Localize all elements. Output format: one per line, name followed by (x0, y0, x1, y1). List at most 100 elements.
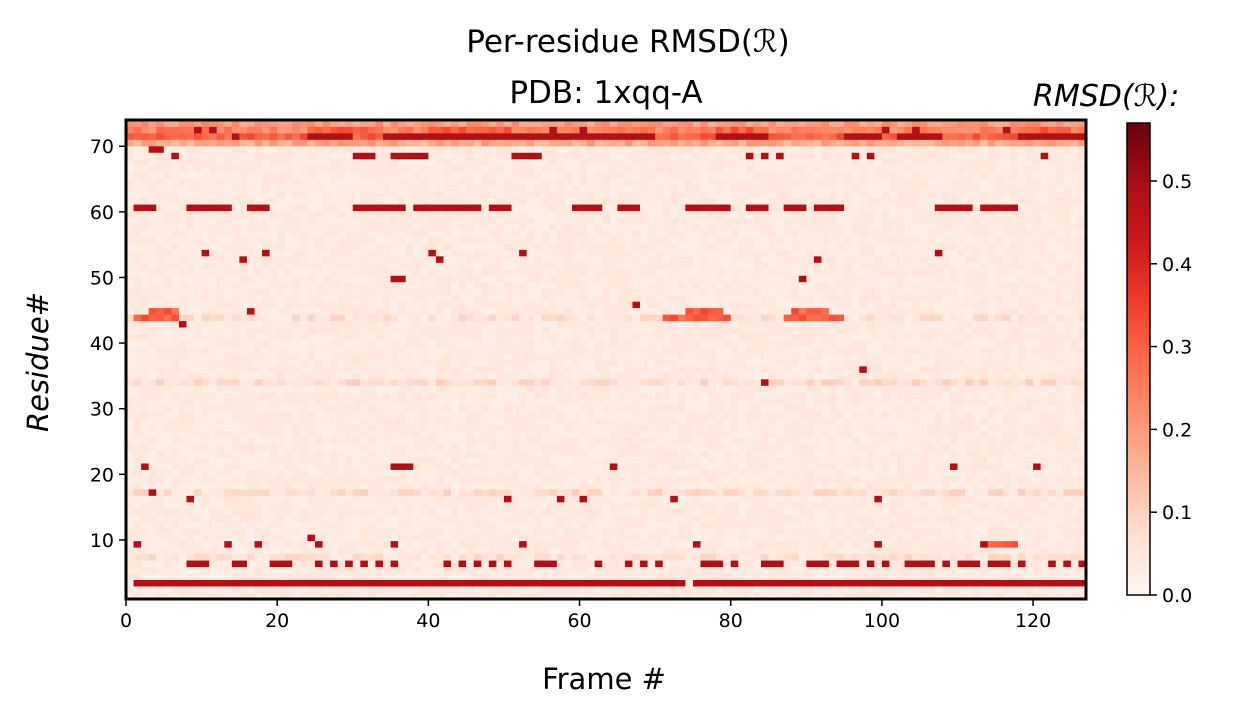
heatmap-cell (481, 521, 490, 529)
heatmap-cell (284, 527, 293, 535)
heatmap-cell (889, 353, 898, 360)
heatmap-cell (866, 547, 875, 555)
heatmap-cell (987, 359, 996, 367)
heatmap-cell (398, 411, 407, 419)
heatmap-cell (753, 521, 762, 529)
heatmap-cell (798, 488, 807, 496)
heatmap-cell (594, 404, 603, 412)
heatmap-cell (624, 488, 633, 496)
heatmap-cell (451, 482, 459, 490)
heatmap-cell (738, 560, 747, 568)
heatmap-cell (224, 514, 233, 522)
heatmap-cell (571, 346, 580, 354)
heatmap-cell (1078, 346, 1087, 354)
heatmap-cell (602, 482, 611, 490)
heatmap-cell (375, 482, 384, 490)
heatmap-cell (806, 508, 815, 516)
heatmap-cell (231, 534, 240, 542)
heatmap-cell (760, 456, 769, 464)
heatmap-cell (458, 586, 467, 593)
heatmap-cell (851, 430, 860, 438)
heatmap-cell (390, 385, 399, 393)
heatmap-cell (904, 437, 913, 445)
heatmap-cell (1025, 391, 1034, 399)
heatmap-cell (216, 534, 225, 542)
heatmap-cell (262, 573, 271, 580)
heatmap-cell (443, 534, 452, 542)
heatmap-cell (466, 573, 475, 580)
heatmap-cell (609, 391, 618, 399)
heatmap-cell (640, 488, 648, 496)
heatmap-cell (753, 482, 762, 490)
heatmap-cell (965, 359, 974, 367)
heatmap-cell (277, 560, 286, 568)
heatmap-cell (231, 430, 240, 438)
heatmap-cell (1025, 424, 1034, 432)
heatmap-cell (239, 346, 248, 354)
heatmap-cell (1078, 547, 1087, 555)
heatmap-cell (420, 340, 429, 347)
heatmap-cell (760, 501, 769, 509)
heatmap-cell (624, 534, 633, 542)
heatmap-cell (957, 476, 966, 483)
heatmap-cell (1055, 579, 1064, 587)
heatmap-cell (949, 411, 958, 419)
heatmap-cell (458, 527, 467, 535)
heatmap-cell (708, 514, 717, 522)
heatmap-cell (851, 534, 860, 542)
heatmap-cell (821, 385, 830, 393)
heatmap-cell (194, 514, 202, 522)
heatmap-cell (481, 514, 490, 522)
heatmap-cell (269, 495, 278, 503)
heatmap-cell (178, 495, 187, 503)
heatmap-cell (262, 586, 271, 593)
heatmap-cell (640, 553, 648, 561)
heatmap-cell (156, 372, 165, 380)
heatmap-cell (617, 592, 626, 600)
heatmap-cell (904, 398, 913, 406)
heatmap-cell (730, 359, 739, 367)
heatmap-cell (738, 463, 747, 470)
heatmap-cell (1040, 579, 1049, 587)
heatmap-cell (277, 476, 286, 483)
heatmap-cell (730, 378, 739, 386)
heatmap-cell (307, 372, 316, 380)
heatmap-cell (730, 391, 739, 399)
heatmap-cell (435, 514, 444, 522)
heatmap-cell (383, 495, 391, 503)
heatmap-cell (1078, 469, 1087, 477)
heatmap-cell (488, 378, 497, 386)
heatmap-cell (972, 437, 981, 445)
heatmap-cell (481, 534, 490, 542)
heatmap-cell (322, 391, 331, 399)
heatmap-cell (1055, 372, 1064, 380)
heatmap-cell (428, 553, 437, 561)
heatmap-cell (768, 424, 777, 432)
heatmap-cell (466, 534, 475, 542)
heatmap-cell (503, 365, 512, 373)
heatmap-cell (307, 540, 316, 548)
heatmap-cell (428, 586, 437, 593)
heatmap-cell (246, 540, 255, 548)
heatmap-cell (904, 586, 913, 593)
heatmap-cell (284, 514, 293, 522)
heatmap-cell (1055, 365, 1064, 373)
heatmap-cell (783, 592, 792, 600)
heatmap-cell (851, 346, 860, 354)
heatmap-cell (541, 424, 550, 432)
heatmap-cell (1033, 411, 1042, 419)
heatmap-cell (292, 417, 301, 425)
heatmap-cell (655, 527, 664, 535)
heatmap-cell (481, 365, 490, 373)
heatmap-cell (383, 573, 391, 580)
heatmap-cell (473, 437, 482, 445)
heatmap-cell (405, 411, 414, 419)
heatmap-cell (420, 553, 429, 561)
heatmap-cell (224, 495, 233, 503)
heatmap-cell (360, 566, 369, 574)
heatmap-cell (383, 514, 391, 522)
heatmap-cell (594, 592, 603, 600)
heatmap-cell (662, 424, 671, 432)
heatmap-cell (148, 501, 157, 509)
heatmap-cell (383, 579, 391, 587)
